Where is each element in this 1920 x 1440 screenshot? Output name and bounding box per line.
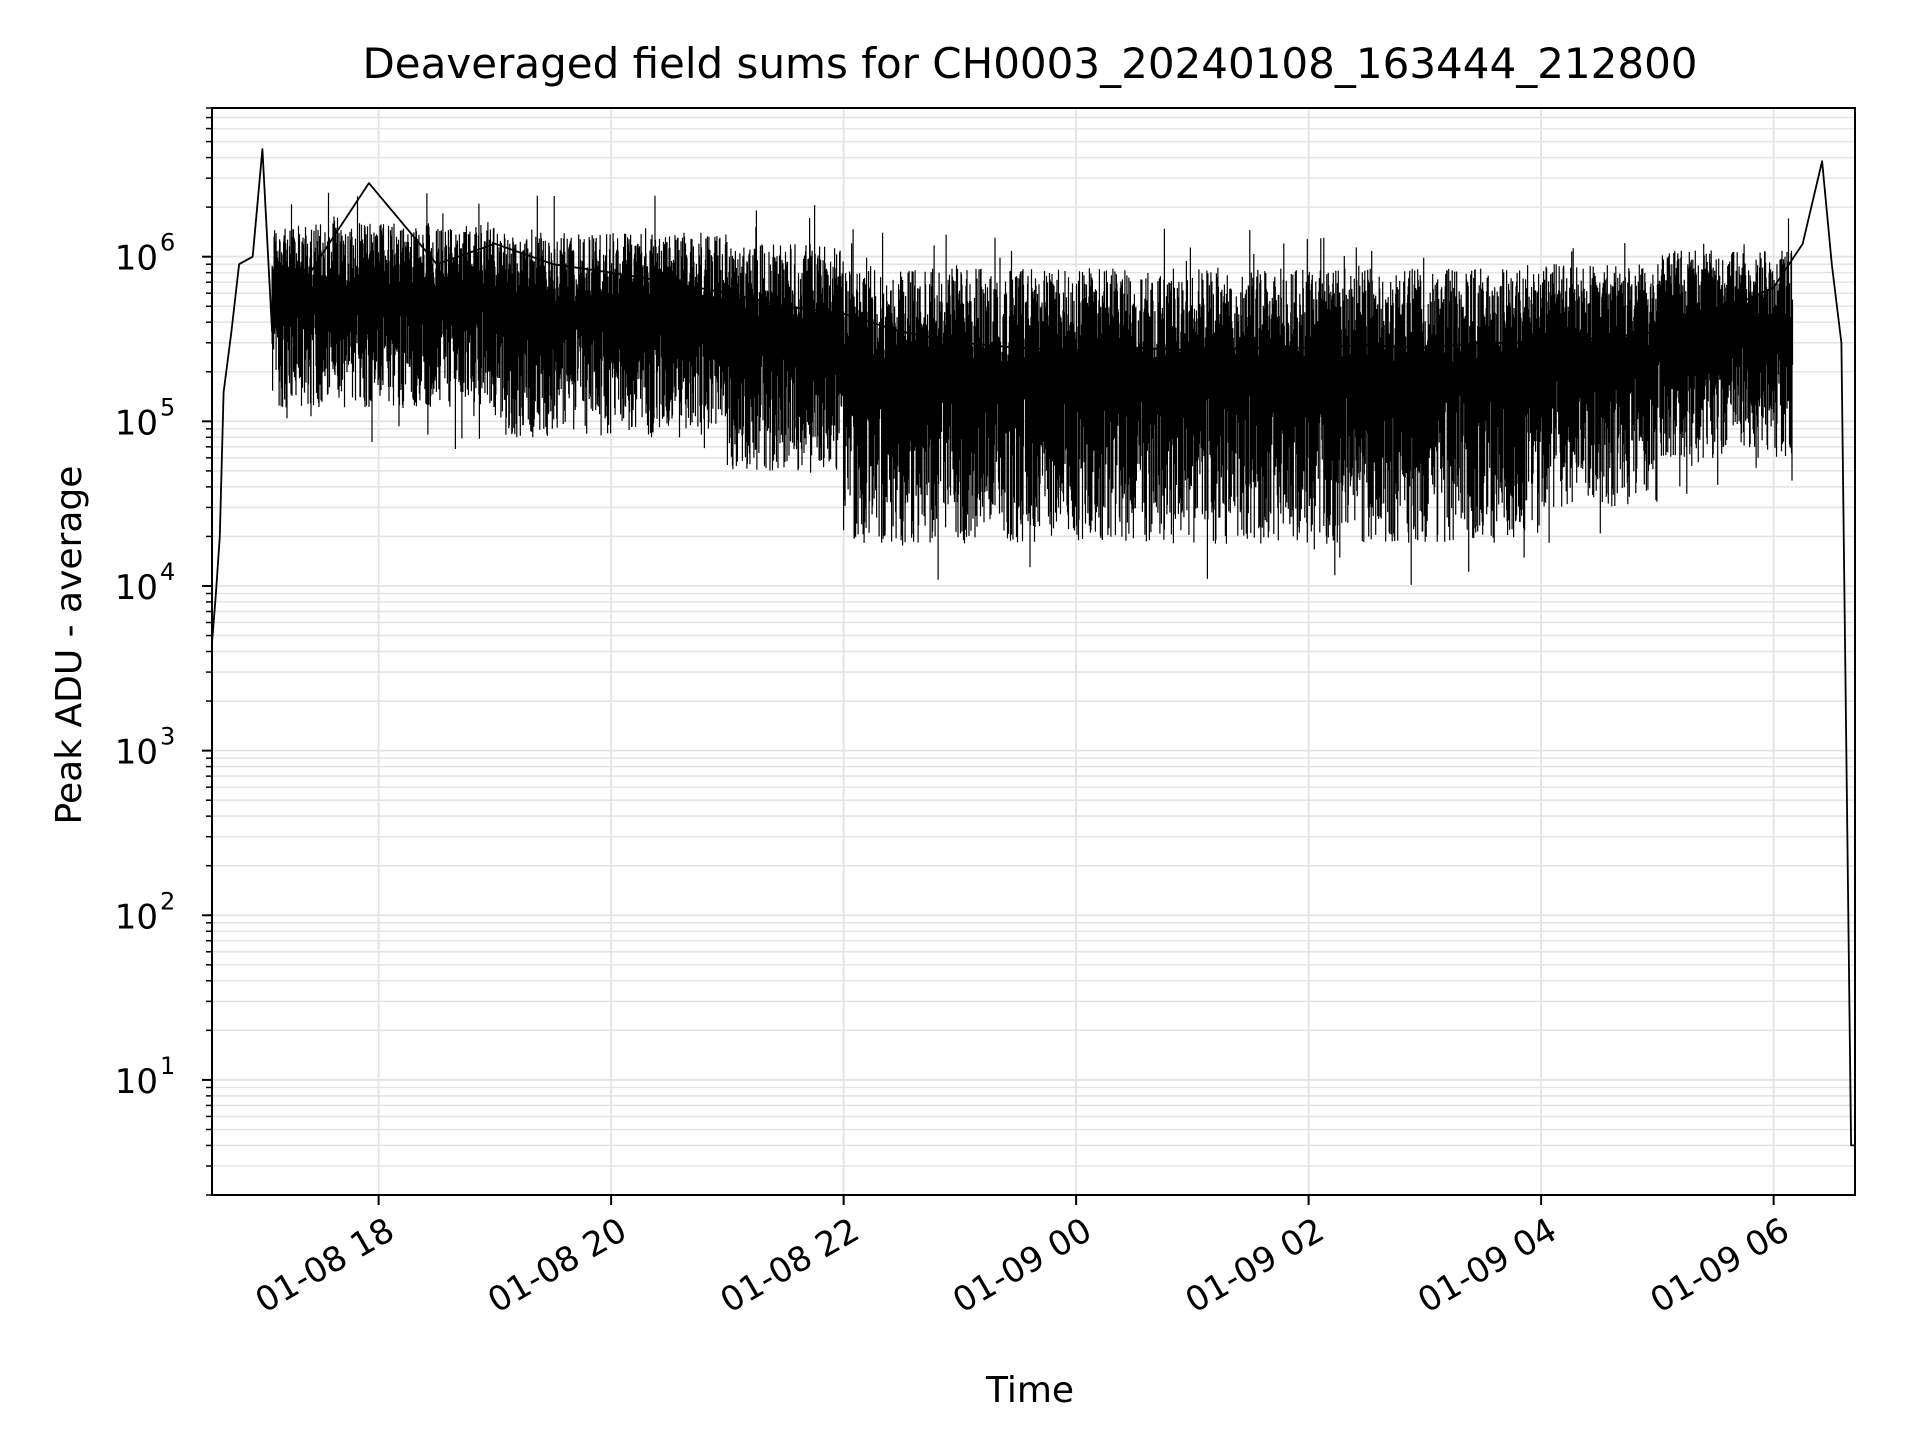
x-tick-label: 01-08 22 xyxy=(714,1210,866,1321)
y-tick-label-exponent: 1 xyxy=(160,1052,175,1080)
x-tick-label: 01-09 04 xyxy=(1411,1210,1563,1321)
series-noise-band xyxy=(271,192,495,449)
y-tick-label-exponent: 3 xyxy=(160,723,175,751)
chart-title: Deaveraged field sums for CH0003_2024010… xyxy=(362,39,1697,88)
series-noise-band xyxy=(1656,218,1794,494)
y-tick-label: 10 xyxy=(115,897,158,937)
y-tick-label-exponent: 6 xyxy=(160,229,175,257)
x-tick-label: 01-08 18 xyxy=(249,1210,401,1321)
series-line xyxy=(211,148,1855,1147)
y-tick-label: 10 xyxy=(115,733,158,773)
y-tick-label: 10 xyxy=(115,239,158,279)
y-tick-label-exponent: 2 xyxy=(160,887,175,915)
x-tick-label: 01-09 02 xyxy=(1179,1210,1331,1321)
y-tick-label-exponent: 5 xyxy=(160,393,175,421)
series-noise-band xyxy=(1540,243,1658,543)
x-axis-ticks: 01-08 18 01-08 20 01-08 22 01-09 00 01-09 02… xyxy=(249,1195,1796,1321)
x-tick-label: 01-08 20 xyxy=(481,1210,633,1321)
x-axis-label: Time xyxy=(985,1370,1074,1411)
y-tick-label: 10 xyxy=(115,568,158,608)
series-noise-band xyxy=(494,195,728,449)
y-tick-label: 10 xyxy=(115,1062,158,1102)
y-tick-label-exponent: 4 xyxy=(160,558,175,586)
y-tick-label: 10 xyxy=(115,403,158,443)
series-noise-band xyxy=(843,228,1542,585)
x-tick-label: 01-09 06 xyxy=(1644,1210,1796,1321)
series-noise-band xyxy=(726,205,844,473)
x-tick-label: 01-09 00 xyxy=(946,1210,1098,1321)
y-axis-label: Peak ADU - average xyxy=(49,466,90,825)
series-trace xyxy=(211,148,1855,1147)
